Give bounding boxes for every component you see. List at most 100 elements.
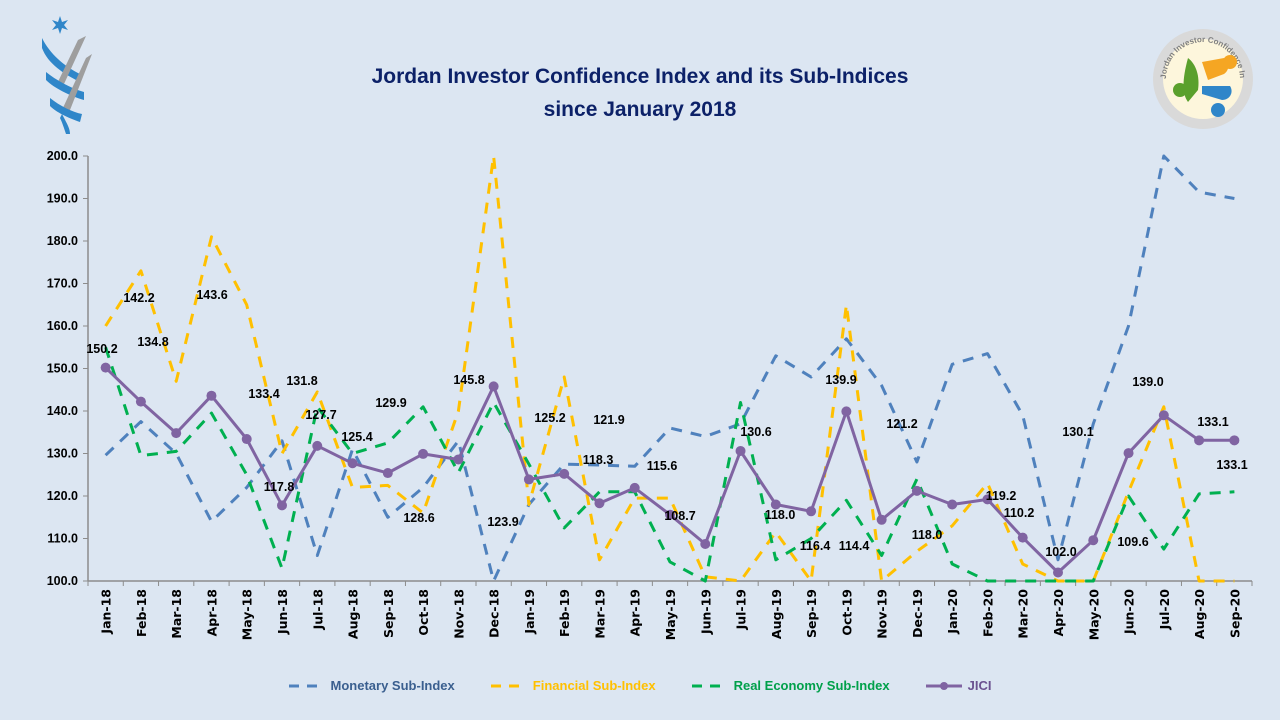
x-tick-label: Apr-20 <box>1051 589 1066 637</box>
x-tick-label: Nov-19 <box>875 589 890 639</box>
x-tick-label: Feb-18 <box>134 589 149 637</box>
jici-data-label: 133.1 <box>1197 415 1228 429</box>
x-tick-label: Sep-20 <box>1227 589 1242 638</box>
jici-data-point[interactable] <box>135 396 146 407</box>
monetary-series-line <box>104 154 1235 583</box>
chart-title: Jordan Investor Confidence Index and its… <box>0 60 1280 126</box>
jici-data-label: 121.9 <box>593 413 624 427</box>
jici-data-label: 118.0 <box>765 508 796 522</box>
y-tick-label: 160.0 <box>47 319 78 333</box>
jici-data-point[interactable] <box>806 506 817 517</box>
real-economy-series-line <box>104 346 1235 583</box>
legend-item-financial[interactable]: Financial Sub-Index <box>490 678 656 693</box>
y-tick-label: 130.0 <box>47 447 78 461</box>
jici-data-point[interactable] <box>982 494 993 505</box>
chart-title-line-1: Jordan Investor Confidence Index and its… <box>371 65 909 88</box>
jici-data-label: 119.2 <box>986 489 1017 503</box>
legend-item-real-economy[interactable]: Real Economy Sub-Index <box>691 678 890 693</box>
jici-data-label: 127.7 <box>305 408 336 422</box>
legend-jici-swatch-icon <box>925 681 962 690</box>
jici-data-point[interactable] <box>665 509 675 520</box>
jici-data-label: 102.0 <box>1045 545 1076 559</box>
x-tick-label: Mar-20 <box>1016 589 1031 639</box>
jici-data-label: 139.9 <box>825 373 856 387</box>
jici-data-label: 117.8 <box>264 480 295 494</box>
y-tick-label: 110.0 <box>47 532 78 546</box>
jici-data-point[interactable] <box>1158 410 1169 421</box>
x-tick-label: Oct-18 <box>416 589 431 636</box>
legend-item-jici[interactable]: JICI <box>925 678 992 693</box>
jici-data-point[interactable] <box>100 362 111 373</box>
x-tick-label: Aug-18 <box>346 589 361 639</box>
jici-data-point[interactable] <box>876 514 887 525</box>
jici-data-point[interactable] <box>1229 435 1240 446</box>
jici-data-point[interactable] <box>770 499 781 510</box>
jici-data-point[interactable] <box>488 381 499 392</box>
jici-data-point[interactable] <box>277 500 287 511</box>
jici-data-point[interactable] <box>523 474 534 485</box>
jici-data-point[interactable] <box>312 440 323 451</box>
x-tick-label: Apr-18 <box>204 589 219 636</box>
chart-data-labels: 150.2 142.2 134.8 143.6 133.4 117.8 131.8 127.7… <box>86 288 1247 559</box>
jici-data-label: 143.6 <box>196 288 227 302</box>
financial-series-line <box>104 154 1235 583</box>
jici-logo-icon: Jordan Investor Confidence Index <box>1152 28 1253 129</box>
jici-data-label: 115.6 <box>647 459 678 473</box>
legend-real-economy-swatch-icon <box>691 684 728 687</box>
jici-data-point[interactable] <box>453 454 464 465</box>
jici-data-label: 118.0 <box>912 528 943 542</box>
jici-data-point[interactable] <box>629 482 640 493</box>
jici-data-point[interactable] <box>418 448 429 459</box>
jordan-emblem-logo-icon <box>42 16 92 134</box>
jici-data-label: 125.2 <box>534 411 565 425</box>
jici-data-point[interactable] <box>735 445 746 456</box>
jici-data-point[interactable] <box>1123 448 1134 459</box>
jici-data-label: 123.9 <box>487 515 518 529</box>
jici-data-point[interactable] <box>1053 567 1063 578</box>
jici-data-point[interactable] <box>347 458 358 469</box>
jici-data-label: 129.9 <box>375 396 406 410</box>
x-tick-label: May-18 <box>240 589 255 640</box>
jici-data-point[interactable] <box>382 468 393 479</box>
jici-data-label: 118.3 <box>583 453 614 467</box>
jici-data-point[interactable] <box>1088 535 1099 546</box>
legend-item-monetary[interactable]: Monetary Sub-Index <box>288 678 455 693</box>
jici-data-point[interactable] <box>1194 435 1205 446</box>
jici-data-label: 121.2 <box>886 417 917 431</box>
x-tick-label: May-19 <box>663 589 678 640</box>
jici-data-label: 130.6 <box>740 425 771 439</box>
jici-data-point[interactable] <box>947 499 958 510</box>
x-tick-label: Aug-20 <box>1192 589 1207 639</box>
legend-jici-label: JICI <box>967 678 992 693</box>
x-tick-label: May-20 <box>1086 589 1101 641</box>
y-tick-label: 180.0 <box>47 234 78 248</box>
jici-data-point[interactable] <box>206 390 217 401</box>
legend-monetary-swatch-icon <box>288 684 325 687</box>
jici-data-point[interactable] <box>700 539 711 550</box>
x-tick-label: Oct-19 <box>839 589 854 636</box>
x-tick-label: Mar-18 <box>169 589 184 639</box>
y-tick-label: 190.0 <box>47 192 78 206</box>
jici-data-label: 142.2 <box>123 291 154 305</box>
x-tick-label: Dec-19 <box>910 589 925 638</box>
x-tick-label: Jul-20 <box>1157 589 1172 631</box>
x-tick-label: Jun-20 <box>1122 589 1137 635</box>
jici-data-point[interactable] <box>911 485 922 496</box>
x-tick-label: Jun-19 <box>698 589 713 635</box>
jici-data-point[interactable] <box>841 406 852 417</box>
x-tick-label: Jan-18 <box>99 589 114 635</box>
legend-real-economy-label: Real Economy Sub-Index <box>733 678 890 693</box>
jici-data-label: 109.6 <box>1117 535 1148 549</box>
jici-data-point[interactable] <box>241 434 252 445</box>
jici-data-point[interactable] <box>171 428 182 439</box>
x-tick-label: Mar-19 <box>592 589 607 639</box>
jici-data-label: 108.7 <box>664 509 695 523</box>
jici-data-point[interactable] <box>1017 532 1028 543</box>
jici-data-point[interactable] <box>594 498 605 509</box>
jici-data-point[interactable] <box>559 468 570 479</box>
chart-series <box>100 154 1240 583</box>
jici-data-label: 116.4 <box>800 539 831 553</box>
x-tick-label: Jul-19 <box>734 589 749 630</box>
x-tick-label: Nov-18 <box>451 589 466 639</box>
